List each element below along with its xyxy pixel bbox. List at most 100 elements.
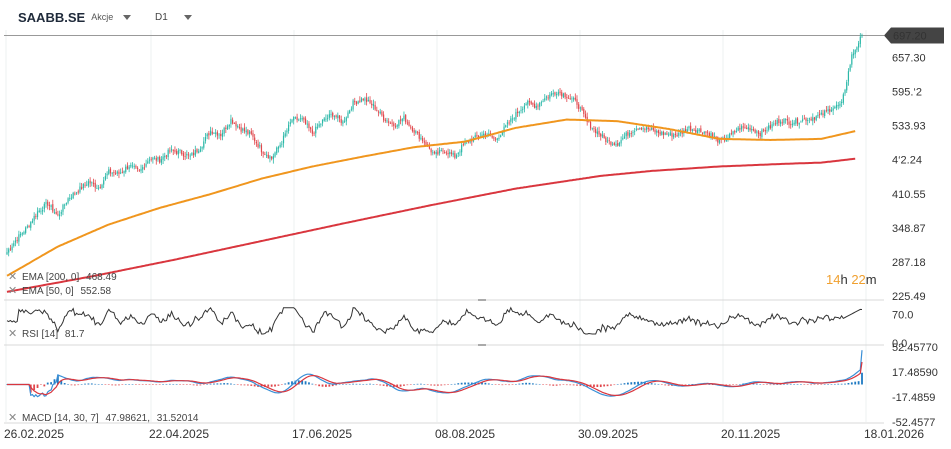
macd-histogram-bar [830,384,833,385]
candle-body [96,188,98,189]
x-tick-label: 22.04.2025 [149,427,209,441]
macd-histogram-bar [63,383,66,385]
candle-body [92,182,95,184]
timeframe-selector[interactable]: D1 [155,7,192,27]
macd-histogram-bar [80,384,83,385]
candle-body [751,129,753,131]
macd-histogram-bar [348,383,351,385]
candle-body [167,149,169,158]
candle-body [615,143,617,146]
candle-body [328,114,330,118]
candle-body [284,133,286,137]
macd-histogram-bar [182,384,185,385]
macd-histogram-bar [630,382,633,385]
candle-body [710,133,712,138]
macd-histogram-bar [216,383,219,385]
rsi-value: 81.7 [64,329,85,340]
candle-body [259,145,261,147]
candle-body [172,150,174,151]
candle-body [508,122,510,124]
candle-body [14,240,17,243]
macd-histogram-bar [450,384,453,385]
candle-body [67,198,69,203]
close-icon[interactable]: ✕ [8,412,18,424]
macd-histogram-bar [535,383,538,385]
candle-body [252,133,254,137]
macd-histogram-bar [783,384,785,385]
candle-body [320,123,322,125]
macd-histogram-bar [267,384,270,387]
x-axis: 26.02.2025 22.04.2025 17.06.2025 08.08.2025… [4,427,924,441]
candle-body [600,133,602,137]
macd-histogram-bar [423,384,426,385]
macd-histogram-bar [162,384,164,385]
macd-histogram-bar [325,384,327,387]
ema50-line [6,118,856,277]
candle-body [844,89,846,94]
countdown-hours: 14 [826,272,841,287]
candle-body [293,116,295,121]
candle-body [243,127,246,132]
macd-histogram-bar [725,384,728,386]
symbol-selector[interactable]: SAABB.SE Akcje [18,7,132,27]
candle-body [142,167,144,170]
candle-body [584,114,587,118]
macd-histogram-bar [610,384,612,386]
candle-body [89,180,91,184]
candle-body [654,129,656,133]
macd-histogram-bar [97,384,100,385]
candle-body [788,121,790,125]
y-tick-label: 533.93 [892,121,926,133]
macd-histogram-bar [223,383,226,385]
candle-body [542,101,544,103]
macd-histogram-bar [36,384,39,388]
candle-body [781,122,783,124]
candle-body [815,116,817,121]
candle-body [498,137,500,139]
candle-body [264,154,266,156]
macd-histogram-bar [542,384,544,385]
macd-histogram-bar [40,384,42,385]
candle-body [186,153,188,156]
candle-body [681,131,683,134]
candle-body [622,138,624,140]
candle-body [657,130,660,133]
instrument-type: Akcje [91,12,114,22]
macd-histogram-bar [345,383,348,385]
macd-histogram-bar [148,384,151,385]
candle-body [137,167,139,169]
candle-body [737,127,739,131]
macd-legend[interactable]: ✕ MACD [14, 30, 7] 47.98621, 31.52014 [8,412,199,424]
candle-body [747,127,749,130]
macd-histogram-bar [43,384,46,387]
close-icon[interactable]: ✕ [8,285,18,297]
candle-body [525,103,527,106]
ema200-legend[interactable]: ✕ EMA [200, 0] 468.49 [8,270,117,283]
close-icon[interactable]: ✕ [8,271,18,283]
macd-histogram-bar [145,384,148,385]
macd-histogram-bar [141,384,144,385]
ema50-legend[interactable]: ✕ EMA [50, 0] 552.58 [8,284,111,297]
candle-body [678,132,680,136]
candle-body [566,97,568,99]
candle-body [783,119,785,123]
close-icon[interactable]: ✕ [8,328,18,340]
candle-body [749,127,751,131]
candle-body [725,139,727,142]
candle-body [835,104,838,108]
candle-body [64,204,66,206]
macd-histogram-bar [525,382,528,385]
candle-body [53,212,56,214]
candle-body [128,166,130,170]
candle-body [484,133,486,136]
candle-body [444,152,446,153]
candle-body [846,82,848,91]
macd-histogram-bar [416,383,419,385]
candle-body [225,127,227,130]
candle-body [377,111,380,113]
candle-body [505,125,507,127]
candle-body [513,118,515,120]
rsi-legend[interactable]: ✕ RSI [14] 81.7 [8,327,84,340]
candle-body [494,138,497,140]
